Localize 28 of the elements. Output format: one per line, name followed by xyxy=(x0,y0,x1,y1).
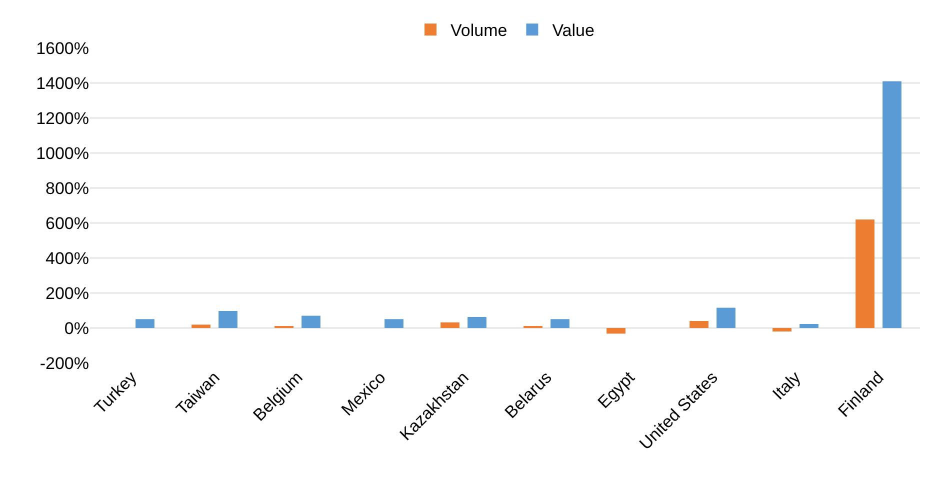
legend-label: Value xyxy=(552,21,594,40)
bar xyxy=(882,81,902,328)
bar xyxy=(690,321,708,328)
y-tick-label: 400% xyxy=(46,248,89,268)
y-tick-label: 1000% xyxy=(36,144,89,163)
y-tick-label: 800% xyxy=(46,178,89,198)
y-tick-label: 1600% xyxy=(36,38,89,58)
y-tick-label: 0% xyxy=(64,318,89,338)
bar xyxy=(384,319,404,328)
y-tick-label: 1200% xyxy=(36,108,89,128)
bar xyxy=(192,324,210,328)
y-tick-label: 1400% xyxy=(36,74,89,93)
legend-label: Volume xyxy=(450,21,508,40)
bar xyxy=(136,319,154,328)
bar xyxy=(302,316,320,328)
y-tick-label: 200% xyxy=(46,284,89,303)
bar xyxy=(218,311,238,328)
bar xyxy=(606,328,626,334)
bar xyxy=(550,319,570,328)
bar xyxy=(716,308,736,328)
y-tick-label: -200% xyxy=(40,354,89,373)
y-tick-label: 600% xyxy=(46,214,89,233)
x-tick-label: Italy xyxy=(768,368,805,404)
bar xyxy=(440,322,460,328)
bar xyxy=(468,316,486,328)
bar xyxy=(772,328,792,332)
bar xyxy=(800,324,818,328)
bar xyxy=(856,220,874,328)
